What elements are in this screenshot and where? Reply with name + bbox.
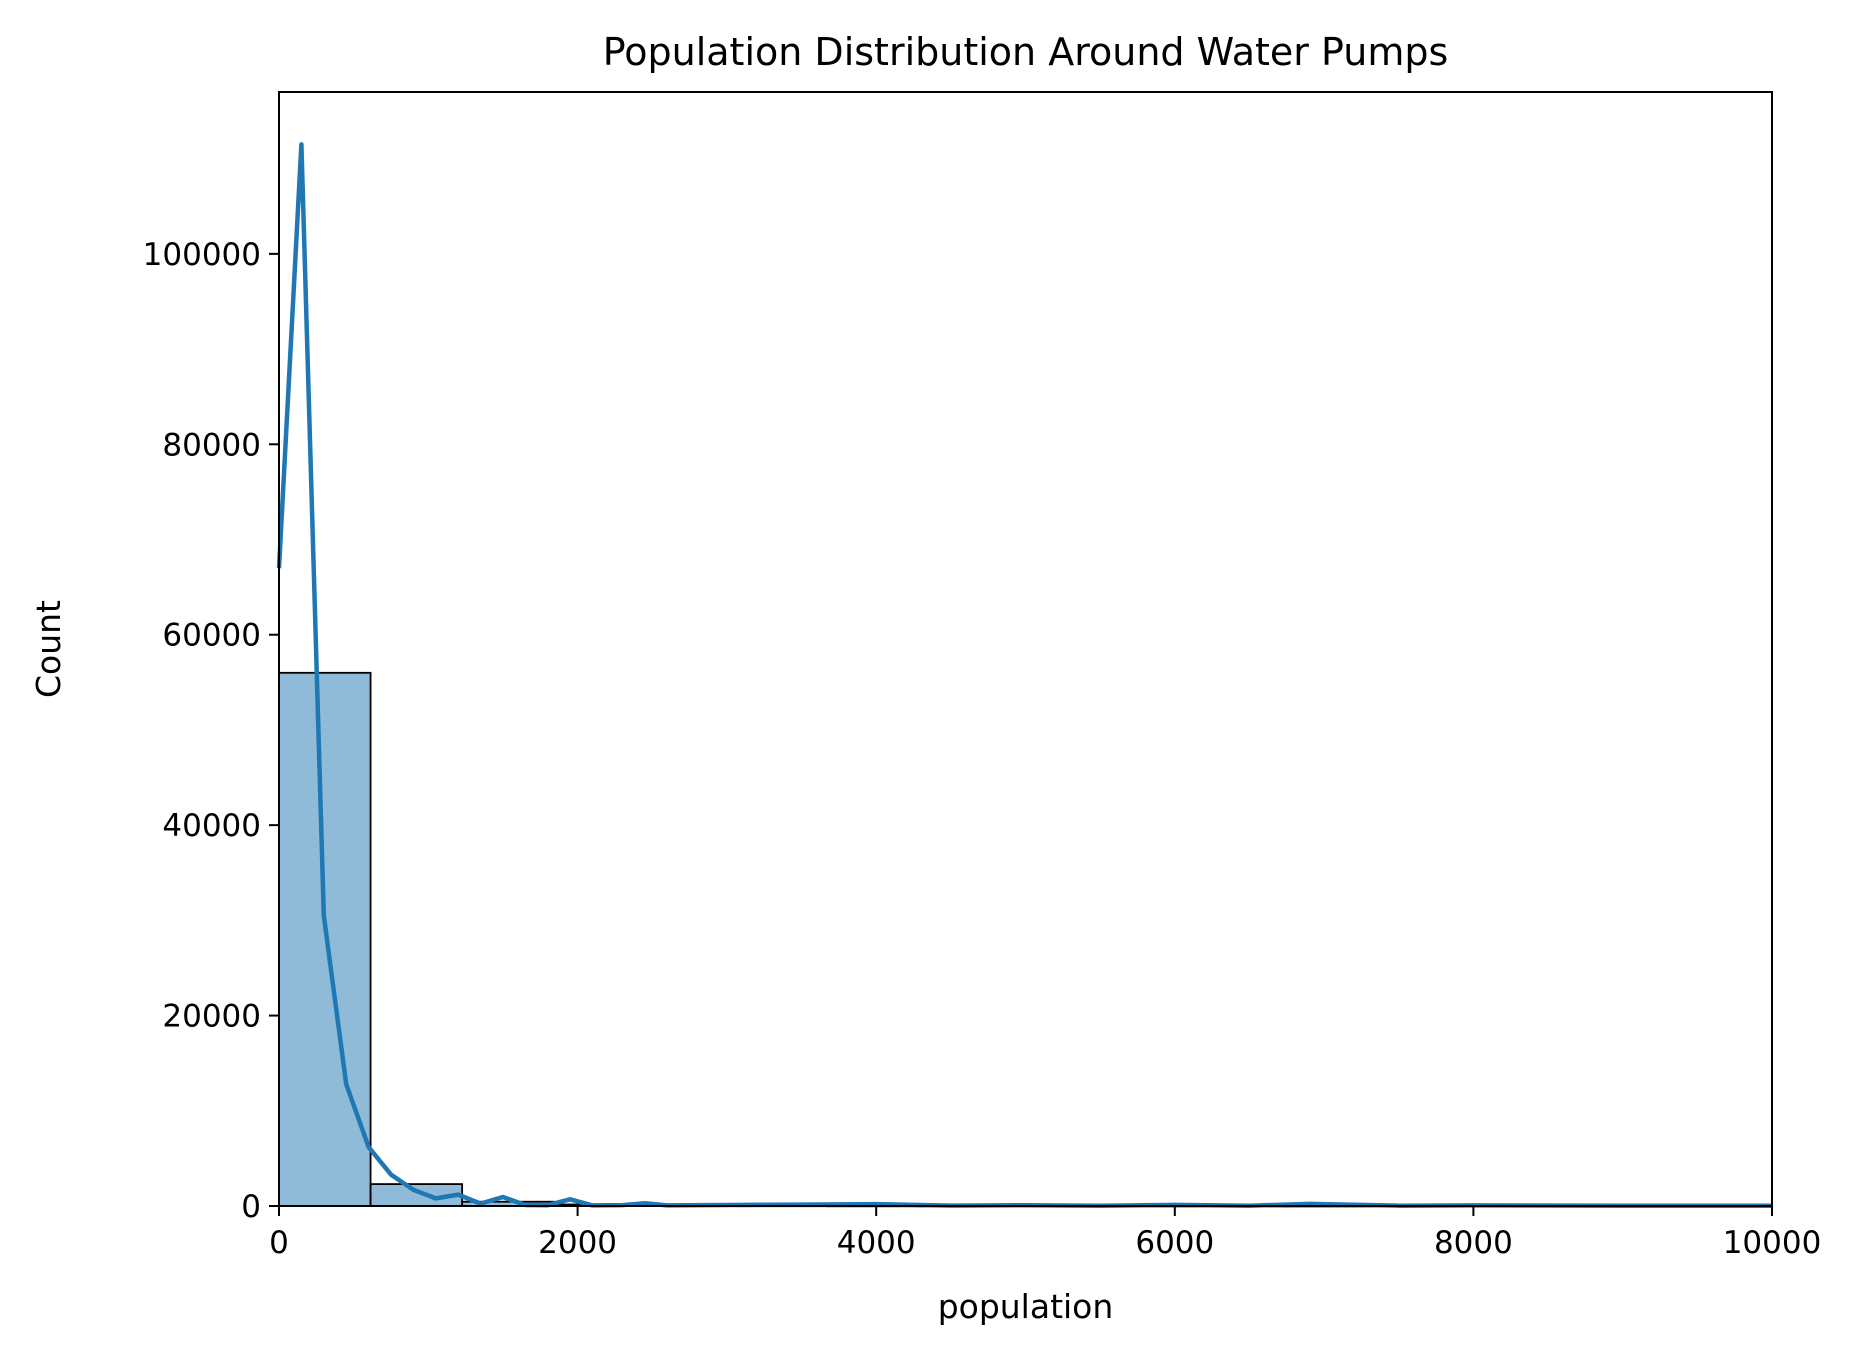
y-tick-label-3: 60000 xyxy=(162,618,261,654)
y-tick-label-2: 40000 xyxy=(162,808,261,844)
x-tick-label-2: 4000 xyxy=(837,1225,916,1261)
y-axis-ticks: 0 20000 40000 60000 80000 100000 xyxy=(143,237,279,1225)
x-tick-label-0: 0 xyxy=(269,1225,289,1261)
y-tick-label-5: 100000 xyxy=(143,237,261,273)
plot-frame xyxy=(278,91,1773,1207)
y-tick-label-4: 80000 xyxy=(162,427,261,463)
y-tick-label-0: 0 xyxy=(241,1189,261,1225)
y-axis-label: Count xyxy=(29,600,68,698)
x-tick-label-1: 2000 xyxy=(538,1225,617,1261)
y-tick-label-1: 20000 xyxy=(162,999,261,1035)
x-tick-label-4: 8000 xyxy=(1434,1225,1513,1261)
x-tick-label-5: 10000 xyxy=(1723,1225,1822,1261)
x-axis-ticks: 0 2000 4000 6000 8000 10000 xyxy=(269,1206,1821,1261)
x-tick-label-3: 6000 xyxy=(1135,1225,1214,1261)
x-axis-label: population xyxy=(938,1287,1114,1326)
chart-title: Population Distribution Around Water Pum… xyxy=(603,30,1449,74)
